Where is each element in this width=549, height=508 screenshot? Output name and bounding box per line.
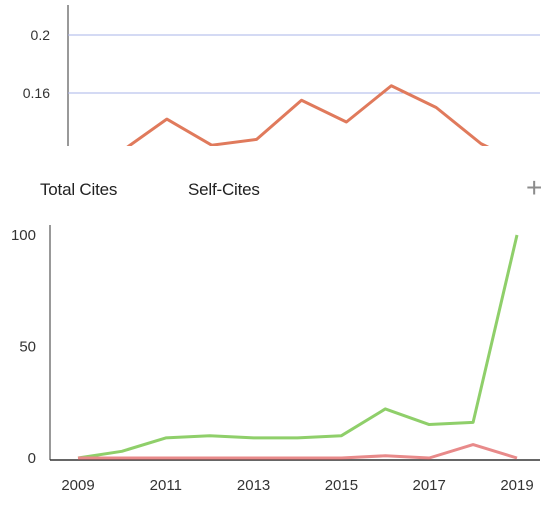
chart-legend: Total Cites Self-Cites — [0, 180, 549, 210]
legend-total-cites[interactable]: Total Cites — [40, 180, 117, 200]
x-tick-label: 2015 — [325, 477, 358, 494]
y-tick-label: 0.16 — [23, 85, 50, 101]
y-tick-label: 50 — [19, 339, 36, 356]
self-cites-line — [78, 445, 517, 458]
total-cites-line — [78, 235, 517, 458]
y-tick-label: 0.2 — [31, 27, 51, 43]
cites-chart-panel: 100 50 0 2009 2011 2013 2015 2017 2019 — [0, 225, 549, 503]
y-tick-label: 100 — [11, 227, 36, 244]
cites-chart: 100 50 0 2009 2011 2013 2015 2017 2019 — [0, 225, 549, 503]
x-tick-label: 2009 — [61, 477, 94, 494]
add-icon[interactable]: + — [526, 172, 542, 204]
ratio-series-line — [77, 86, 526, 146]
ratio-chart-panel: 0.2 0.16 — [0, 0, 549, 146]
y-tick-label: 0 — [28, 450, 36, 467]
x-tick-label: 2017 — [413, 477, 446, 494]
legend-self-cites[interactable]: Self-Cites — [188, 180, 260, 200]
x-tick-label: 2019 — [500, 477, 533, 494]
x-tick-label: 2013 — [237, 477, 270, 494]
ratio-chart: 0.2 0.16 — [0, 0, 549, 146]
x-tick-label: 2011 — [150, 477, 182, 494]
